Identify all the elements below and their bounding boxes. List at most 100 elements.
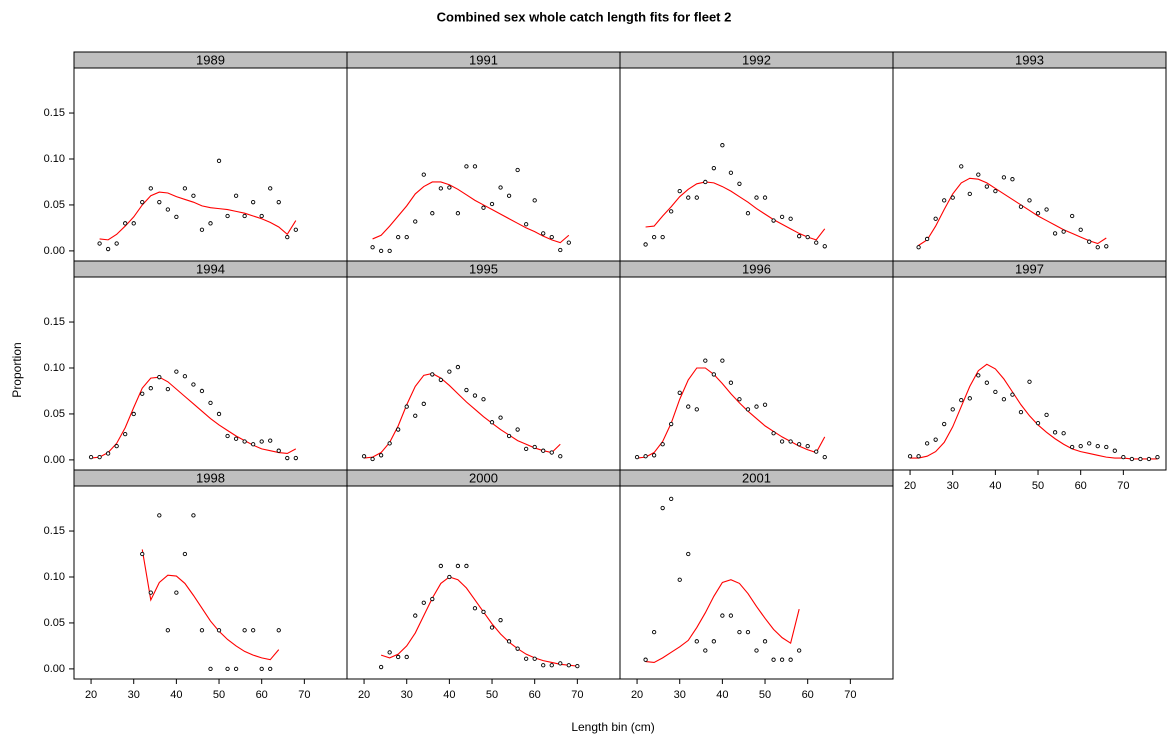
panel-frame — [346, 67, 621, 262]
observed-point — [1027, 198, 1032, 203]
observed-point — [233, 193, 239, 198]
observed-point — [430, 372, 435, 377]
observed-point — [174, 590, 179, 595]
observed-point — [745, 629, 751, 635]
observed-point — [148, 590, 153, 595]
observed-point — [660, 442, 665, 447]
observed-point — [165, 207, 170, 212]
observed-point — [745, 211, 751, 216]
observed-point — [131, 221, 136, 226]
observed-point — [754, 648, 759, 653]
observed-point — [421, 172, 426, 177]
observed-point — [447, 185, 452, 190]
expected-line — [141, 549, 280, 661]
observed-point — [481, 609, 486, 615]
observed-point — [438, 186, 443, 191]
observed-point — [140, 551, 145, 557]
observed-point — [634, 454, 640, 460]
observed-point — [694, 639, 699, 644]
observed-point — [157, 513, 162, 518]
observed-point — [532, 444, 537, 450]
observed-point — [814, 240, 819, 245]
observed-point — [268, 438, 273, 443]
observed-point — [498, 618, 503, 623]
panel-frame — [73, 67, 348, 262]
observed-point — [413, 219, 418, 224]
observed-point — [814, 449, 819, 454]
observed-point — [1010, 177, 1015, 182]
observed-point — [643, 454, 648, 459]
observed-point — [506, 433, 512, 439]
y-tick-label: 0.05 — [44, 199, 65, 211]
observed-point — [993, 189, 998, 194]
x-tick-label: 20 — [904, 480, 916, 492]
observed-point — [728, 170, 734, 175]
observed-point — [549, 663, 554, 668]
observed-point — [498, 185, 503, 190]
observed-point — [242, 439, 247, 444]
observed-point — [967, 396, 972, 401]
observed-point — [805, 234, 810, 240]
observed-point — [506, 639, 512, 644]
observed-point — [242, 213, 247, 219]
observed-point — [779, 657, 785, 662]
observed-point — [822, 454, 827, 460]
x-tick-label: 50 — [759, 689, 771, 701]
observed-point — [157, 375, 162, 380]
observed-point — [720, 143, 725, 148]
observed-point — [464, 164, 469, 169]
observed-point — [1001, 397, 1007, 402]
observed-point — [1112, 448, 1117, 453]
observed-point — [745, 407, 751, 412]
observed-point — [660, 505, 665, 511]
observed-point — [1044, 207, 1049, 212]
observed-point — [558, 247, 563, 253]
observed-point — [191, 513, 196, 518]
observed-point — [285, 234, 290, 240]
observed-point — [660, 234, 665, 240]
observed-point — [208, 666, 213, 672]
expected-line — [91, 376, 297, 459]
observed-point — [771, 657, 776, 662]
observed-point — [737, 397, 742, 402]
observed-point — [916, 245, 921, 250]
observed-point — [575, 663, 580, 669]
observed-point — [686, 195, 691, 200]
observed-point — [976, 373, 981, 378]
y-tick-label: 0.10 — [44, 362, 65, 374]
observed-point — [737, 181, 742, 186]
observed-point — [805, 443, 810, 449]
observed-point — [182, 551, 188, 557]
x-tick-label: 60 — [1075, 480, 1087, 492]
observed-point — [430, 211, 435, 216]
observed-point — [191, 382, 196, 387]
observed-point — [225, 433, 230, 439]
observed-point — [703, 648, 708, 653]
observed-point — [1018, 204, 1024, 209]
observed-point — [993, 389, 998, 395]
observed-point — [728, 613, 734, 618]
observed-point — [677, 577, 682, 582]
observed-point — [779, 439, 785, 444]
observed-point — [959, 398, 964, 403]
observed-point — [472, 393, 478, 398]
observed-point — [762, 195, 768, 200]
observed-point — [1078, 227, 1083, 232]
observed-point — [506, 193, 512, 198]
observed-point — [669, 209, 674, 214]
observed-point — [1070, 444, 1075, 450]
observed-point — [984, 380, 989, 385]
observed-point — [643, 242, 648, 247]
panel-frame — [619, 67, 894, 262]
expected-line — [910, 363, 1158, 460]
observed-point — [771, 218, 776, 223]
observed-point — [251, 200, 256, 205]
observed-point — [933, 437, 938, 442]
observed-point — [233, 666, 239, 672]
x-tick-label: 30 — [128, 689, 140, 701]
observed-point — [140, 200, 145, 205]
observed-point — [370, 456, 375, 462]
observed-point — [549, 234, 554, 240]
observed-point — [651, 629, 657, 635]
observed-point — [797, 648, 802, 653]
